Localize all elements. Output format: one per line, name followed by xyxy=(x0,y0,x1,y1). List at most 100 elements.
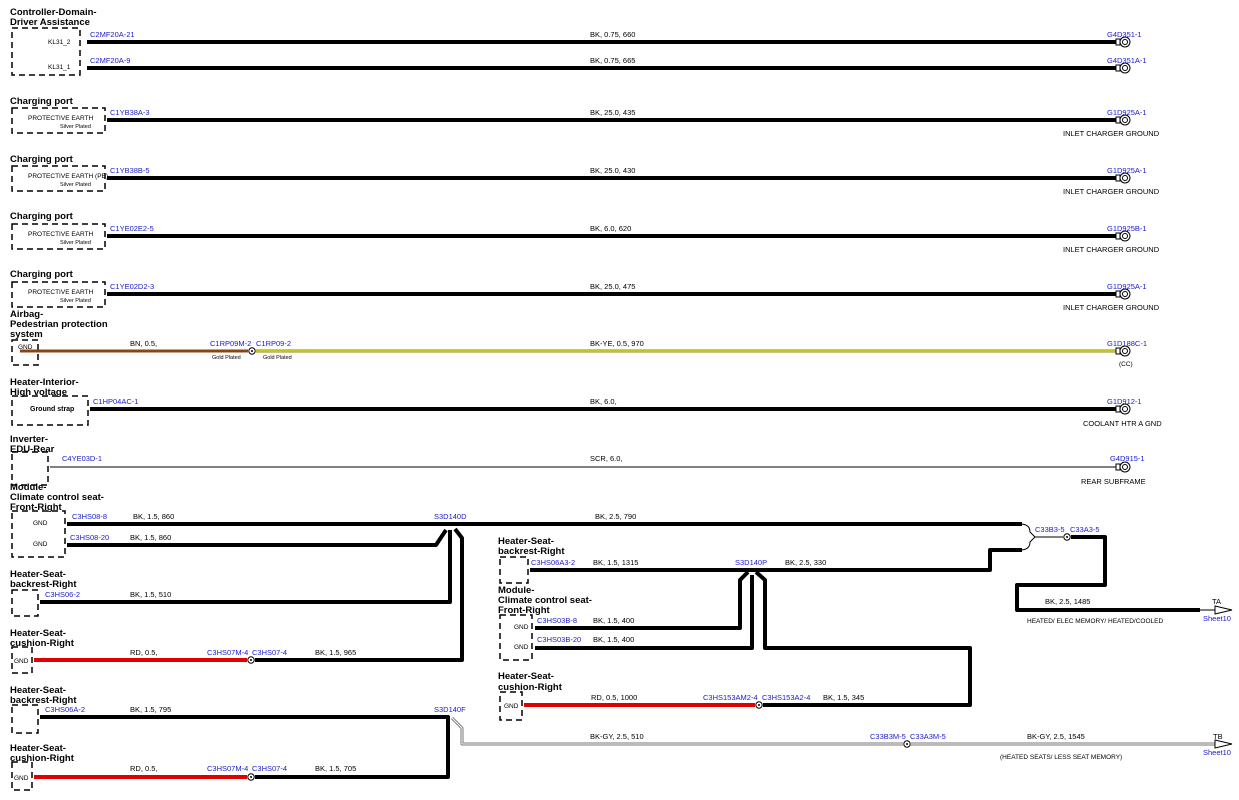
ground xyxy=(1119,403,1131,415)
label: GND xyxy=(33,541,48,548)
label: Silver Plated xyxy=(60,240,91,246)
label: S3D140P xyxy=(735,558,767,567)
sheet-arrow xyxy=(1214,605,1233,615)
connector-pin xyxy=(250,659,252,661)
label: GND xyxy=(504,703,519,710)
label: BK-GY, 2.5, 510 xyxy=(590,732,644,741)
label: BK, 2.5, 790 xyxy=(595,512,636,521)
label: C3HS07-4 xyxy=(252,764,287,773)
label: Driver Assistance xyxy=(10,17,90,28)
ground xyxy=(1119,461,1131,473)
component-box xyxy=(11,589,39,617)
label: REAR SUBFRAME xyxy=(1081,477,1146,486)
ground xyxy=(1119,114,1131,126)
wire xyxy=(40,530,452,604)
ground-lug xyxy=(1115,463,1121,471)
label: Charging port xyxy=(10,211,74,222)
wire xyxy=(530,548,1022,572)
label: BK, 1.5, 860 xyxy=(133,512,174,521)
wire xyxy=(535,575,754,650)
ground-lug xyxy=(1115,64,1121,72)
ground-lug xyxy=(1115,347,1121,355)
label: C33A3-5 xyxy=(1070,525,1100,534)
junction-bracket xyxy=(1019,523,1036,551)
label: Gold Plated xyxy=(263,355,292,361)
label: C3HS06A3-2 xyxy=(531,558,575,567)
label: BK, 2.5, 330 xyxy=(785,558,826,567)
label: PROTECTIVE EARTH (PE) xyxy=(28,173,108,180)
label: Heater-Seat- xyxy=(10,569,66,580)
ground-lug xyxy=(1115,232,1121,240)
component-box xyxy=(11,27,81,76)
label: Silver Plated xyxy=(60,124,91,130)
label: High voltage xyxy=(10,387,67,398)
ground-inner xyxy=(1122,348,1128,354)
label: Sheet10 xyxy=(1203,748,1231,757)
label: RD, 0.5, 1000 xyxy=(591,693,637,702)
component-box xyxy=(499,556,529,584)
ground-inner xyxy=(1122,233,1128,239)
ground-inner xyxy=(1122,39,1128,45)
label: C1YB38A-3 xyxy=(110,108,150,117)
label: Heater-Interior- xyxy=(10,377,79,388)
wire xyxy=(255,527,464,662)
label: C3HS07-4 xyxy=(252,648,287,657)
ground-inner xyxy=(1122,65,1128,71)
label: BK, 1.5, 400 xyxy=(593,635,634,644)
label: C33A3M-5 xyxy=(910,732,946,741)
label: Heater-Seat- xyxy=(498,671,554,682)
label: G1D912-1 xyxy=(1107,397,1142,406)
label: G1D925A-1 xyxy=(1107,108,1147,117)
label: PROTECTIVE EARTH xyxy=(28,115,94,122)
label: Front-Right xyxy=(10,502,63,513)
label: BK, 1.5, 965 xyxy=(315,648,356,657)
label: GND xyxy=(14,775,29,782)
label: S3D140F xyxy=(434,705,466,714)
label: INLET CHARGER GROUND xyxy=(1063,303,1160,312)
label: Inverter- xyxy=(10,434,48,445)
component-box xyxy=(11,704,39,734)
wire xyxy=(1015,535,1200,612)
ground-inner xyxy=(1122,117,1128,123)
label: (CC) xyxy=(1119,361,1133,368)
label: BK, 1.5, 510 xyxy=(130,590,171,599)
connector-pin xyxy=(250,776,252,778)
label: C3HS08-20 xyxy=(70,533,109,542)
label: C3HS07M-4 xyxy=(207,648,248,657)
label: Charging port xyxy=(10,96,74,107)
ground-inner xyxy=(1122,464,1128,470)
label: Silver Plated xyxy=(60,182,91,188)
label: INLET CHARGER GROUND xyxy=(1063,187,1160,196)
label: Pedestrian protection xyxy=(10,319,108,330)
component-box xyxy=(11,510,66,558)
label: cushion-Right xyxy=(10,753,75,764)
ground xyxy=(1119,288,1131,300)
label: BK, 1.5, 1315 xyxy=(593,558,638,567)
component-box xyxy=(11,281,106,308)
label: S3D140D xyxy=(434,512,467,521)
label: C1RP09M-2 xyxy=(210,339,251,348)
connector-pin xyxy=(758,704,760,706)
label: RD, 0.5, xyxy=(130,764,158,773)
label: G4D351A-1 xyxy=(1107,56,1147,65)
label: C3HS03B-20 xyxy=(537,635,581,644)
label: Airbag- xyxy=(10,309,43,320)
label: Heater-Seat- xyxy=(10,685,66,696)
label: C3HS08-8 xyxy=(72,512,107,521)
connector-pin xyxy=(906,743,908,745)
label: C1HP04AC-1 xyxy=(93,397,138,406)
label: BK, 1.5, 400 xyxy=(593,616,634,625)
component-box xyxy=(11,646,33,674)
connector-pin xyxy=(251,350,253,352)
component-box xyxy=(499,691,523,721)
label: PROTECTIVE EARTH xyxy=(28,289,94,296)
label: Heater-Seat- xyxy=(10,743,66,754)
label: G4D351-1 xyxy=(1107,30,1142,39)
label: C2MF20A-9 xyxy=(90,56,130,65)
label: BK, 6.0, 620 xyxy=(590,224,631,233)
label: Charging port xyxy=(10,154,74,165)
wire xyxy=(754,570,972,707)
ground-inner xyxy=(1122,175,1128,181)
ground-lug xyxy=(1115,38,1121,46)
wire-bk-gy-core xyxy=(451,717,903,745)
